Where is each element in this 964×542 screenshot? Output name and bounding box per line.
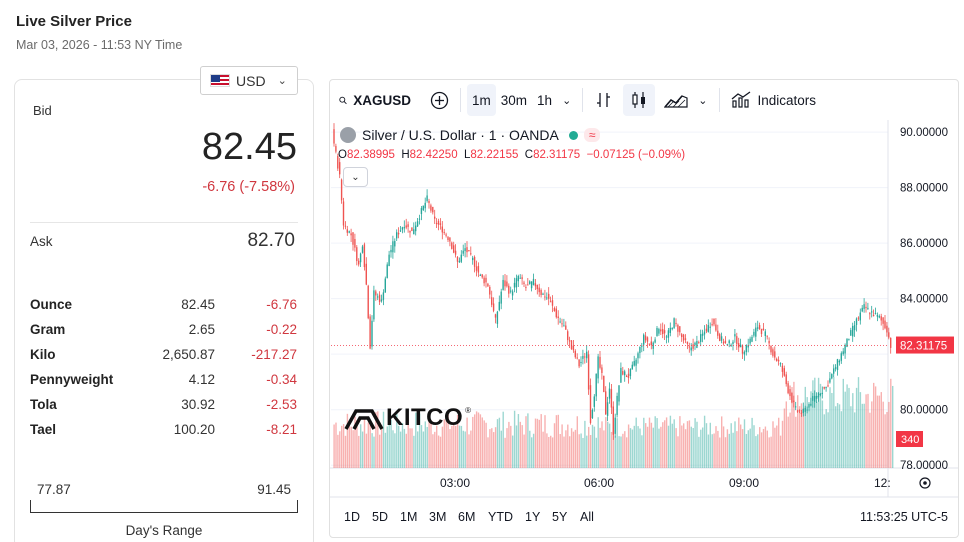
unit-name: Pennyweight	[30, 372, 114, 387]
range-all[interactable]: All	[580, 510, 594, 524]
unit-price: 4.12	[188, 372, 215, 387]
chevron-down-icon: ⌄	[351, 171, 360, 183]
unit-row-pennyweight: Pennyweight 4.12 -0.34	[30, 372, 298, 392]
us-flag-icon	[210, 74, 230, 87]
ohlc-change: −0.07125 (−0.09%)	[586, 149, 686, 161]
unit-row-tael: Tael 100.20 -8.21	[30, 422, 298, 442]
interval-dropdown[interactable]: ⌄	[557, 84, 576, 116]
unit-change: -0.34	[266, 372, 297, 387]
range-1m[interactable]: 1M	[400, 510, 418, 524]
ask-price: 82.70	[247, 230, 295, 251]
interval-30m[interactable]: 30m	[500, 92, 528, 108]
ohlc-open: 82.38995	[346, 149, 395, 161]
plus-circle-icon	[430, 91, 448, 109]
currency-select[interactable]: USD ⌄	[200, 66, 298, 95]
legend-collapse-button[interactable]: ⌄	[343, 167, 368, 187]
bar-style-button[interactable]	[589, 84, 619, 116]
toolbar-divider	[582, 88, 584, 112]
chart-legend-title: Silver / U.S. Dollar · 1 · OANDA ≈	[340, 127, 601, 143]
price-panel	[14, 79, 314, 542]
kitco-logo-icon	[344, 409, 384, 430]
chart-legend-ohlc: O82.38995 H82.42250 L82.22155 C82.31175 …	[338, 149, 685, 161]
unit-row-ounce: Ounce 82.45 -6.76	[30, 297, 298, 317]
symbol-logo-icon	[340, 127, 356, 143]
unit-name: Tola	[30, 397, 57, 412]
unit-row-kilo: Kilo 2,650.87 -217.27	[30, 347, 298, 367]
page-title: Live Silver Price	[16, 13, 132, 30]
chart-range-bar: 1D 5D 1M 3M 6M YTD 1Y 5Y All 11:53:25 UT…	[330, 504, 958, 532]
days-range-high: 91.45	[257, 482, 291, 497]
days-range-label: Day's Range	[125, 523, 203, 538]
unit-change: -2.53	[266, 397, 297, 412]
unit-price: 2.65	[188, 322, 215, 337]
search-icon	[339, 96, 347, 104]
ohlc-high: 82.42250	[409, 149, 458, 161]
ask-label: Ask	[30, 234, 53, 249]
compare-symbol-button[interactable]	[424, 84, 454, 116]
candles-icon	[632, 92, 646, 108]
toolbar-divider	[718, 88, 720, 112]
ohlc-label: L	[463, 149, 471, 161]
unit-name: Gram	[30, 322, 66, 337]
delayed-badge: ≈	[583, 128, 601, 142]
ohlc-close: 82.31175	[533, 149, 581, 161]
range-5y[interactable]: 5Y	[552, 510, 568, 524]
ohlc-label: C	[524, 149, 534, 161]
ohlc-label: O	[338, 149, 347, 161]
ohlc-low: 82.22155	[470, 149, 519, 161]
candles-style-button[interactable]	[623, 84, 656, 116]
indicators-label: Indicators	[757, 92, 817, 108]
range-ytd[interactable]: YTD	[488, 510, 513, 524]
chart-clock: 11:53:25 UTC-5	[859, 510, 948, 524]
bid-change: -6.76 (-7.58%)	[202, 179, 295, 195]
range-6m[interactable]: 6M	[458, 510, 476, 524]
chevron-down-icon: ⌄	[562, 94, 572, 107]
symbol-search[interactable]: XAGUSD	[330, 84, 416, 116]
range-1y[interactable]: 1Y	[525, 510, 541, 524]
area-style-button[interactable]	[659, 84, 693, 116]
indicators-button[interactable]: Indicators	[726, 84, 822, 116]
bars-icon	[597, 93, 611, 107]
chart-symbol-name: Silver / U.S. Dollar · 1 · OANDA	[362, 127, 559, 143]
divider	[30, 222, 298, 223]
kitco-watermark: KITCO ®	[344, 404, 471, 432]
unit-change: -217.27	[251, 347, 297, 362]
unit-change: -0.22	[266, 322, 297, 337]
unit-row-gram: Gram 2.65 -0.22	[30, 322, 298, 342]
chevron-down-icon: ⌄	[277, 75, 287, 87]
days-range-bar	[30, 500, 298, 513]
indicators-icon	[731, 91, 750, 108]
unit-change: -6.76	[266, 297, 297, 312]
unit-price: 82.45	[181, 297, 215, 312]
symbol-label: XAGUSD	[353, 92, 411, 108]
range-1d[interactable]: 1D	[344, 510, 360, 524]
chart-toolbar: XAGUSD 1m 30m 1h ⌄ ⌄ Indicators	[330, 80, 958, 120]
chart-widget	[329, 79, 959, 538]
unit-price: 30.92	[181, 397, 215, 412]
page-timestamp: Mar 03, 2026 - 11:53 NY Time	[16, 38, 183, 52]
unit-name: Kilo	[30, 347, 56, 362]
area-chart-icon	[664, 95, 688, 108]
range-5d[interactable]: 5D	[372, 510, 388, 524]
unit-row-tola: Tola 30.92 -2.53	[30, 397, 298, 417]
kitco-wordmark: KITCO	[386, 404, 464, 431]
range-3m[interactable]: 3M	[429, 510, 447, 524]
unit-name: Ounce	[30, 297, 73, 312]
unit-name: Tael	[30, 422, 57, 437]
days-range-low: 77.87	[37, 482, 71, 497]
interval-1h[interactable]: 1h	[537, 92, 553, 108]
unit-change: -8.21	[266, 422, 297, 437]
interval-1m[interactable]: 1m	[467, 84, 496, 116]
toolbar-divider	[460, 88, 461, 112]
chart-type-dropdown[interactable]: ⌄	[693, 84, 712, 116]
ohlc-label: H	[401, 149, 410, 161]
chevron-down-icon: ⌄	[698, 94, 708, 107]
trademark-icon: ®	[465, 406, 472, 415]
unit-price: 100.20	[173, 422, 215, 437]
unit-price: 2,650.87	[162, 347, 215, 362]
bid-price: 82.45	[201, 126, 297, 168]
market-open-icon	[568, 130, 578, 140]
currency-code: USD	[236, 72, 266, 89]
bid-label: Bid	[33, 103, 52, 118]
